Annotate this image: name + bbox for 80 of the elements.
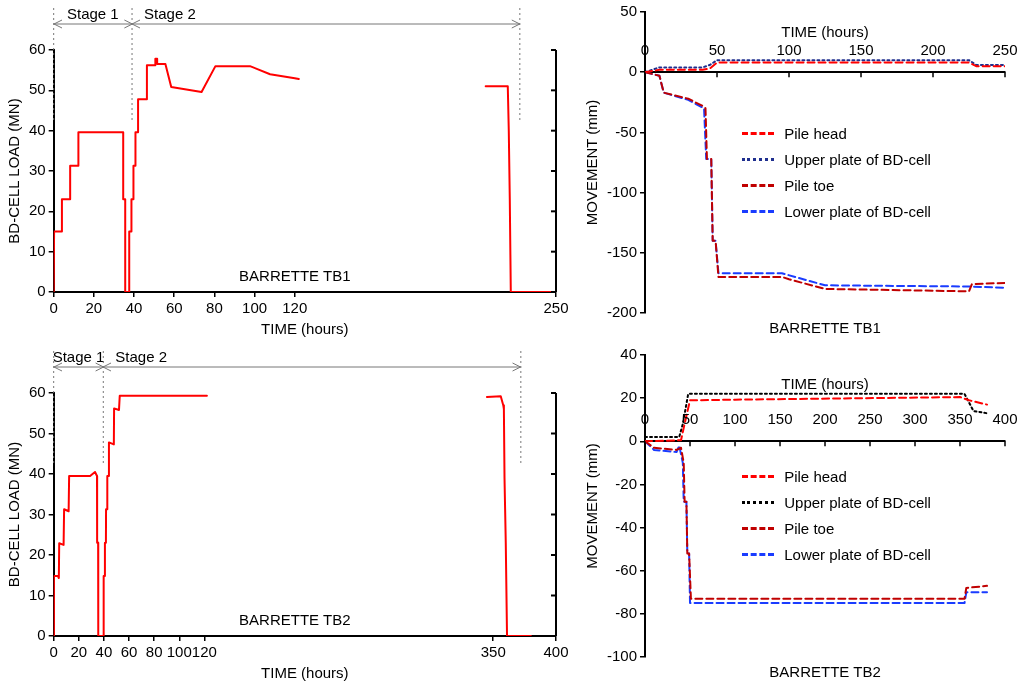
ref-line-label: Stage 2 xyxy=(115,347,168,365)
y-tick-label: 0 xyxy=(37,282,46,300)
x-axis-title: TIME (hours) xyxy=(781,23,869,41)
y-axis-title: BD-CELL LOAD (MN) xyxy=(5,441,23,588)
x-tick-label: 20 xyxy=(85,299,103,317)
y-axis-title: MOVEMENT (mm) xyxy=(583,99,601,226)
legend-label: Pile head xyxy=(784,124,847,142)
y-tick-label: -20 xyxy=(615,474,638,492)
ref-line-label: Stage 2 xyxy=(144,4,196,22)
x-tick-label: 100 xyxy=(722,409,748,427)
text: BARRETTE TB1 xyxy=(769,318,881,336)
x-tick-label: 100 xyxy=(776,40,802,58)
y-tick-label: 0 xyxy=(37,626,46,644)
y-tick-label: -40 xyxy=(615,517,638,535)
annotation: BARRETTE TB2 xyxy=(239,610,351,628)
x-axis-title: TIME (hours) xyxy=(261,664,349,682)
x-tick-label: 120 xyxy=(282,299,308,317)
y-tick-label: 0 xyxy=(628,62,638,80)
y-tick-label: 40 xyxy=(620,345,638,363)
y-tick-label: -60 xyxy=(615,560,638,578)
y-tick-label: 20 xyxy=(29,201,46,219)
x-tick-label: 100 xyxy=(166,643,192,661)
y-tick-label: 30 xyxy=(29,161,46,179)
x-tick-label: 400 xyxy=(543,643,569,661)
x-tick-label: 300 xyxy=(902,409,928,427)
y-tick-label: 40 xyxy=(29,464,46,482)
y-tick-label: 50 xyxy=(620,2,638,20)
x-tick-label: 350 xyxy=(480,643,506,661)
x-tick-label: 60 xyxy=(120,643,138,661)
x-tick-label: 80 xyxy=(145,643,163,661)
y-tick-label: 20 xyxy=(620,388,638,406)
x-tick-label: 80 xyxy=(206,299,223,317)
legend-label: Lower plate of BD-cell xyxy=(784,202,931,220)
x-tick-label: 40 xyxy=(125,299,143,317)
y-tick-label: -100 xyxy=(606,182,638,200)
legend-label: Upper plate of BD-cell xyxy=(784,150,931,168)
x-tick-label: 250 xyxy=(543,299,569,317)
legend-label: Pile head xyxy=(784,468,847,486)
y-tick-label: 50 xyxy=(29,80,46,98)
y-tick-label: 10 xyxy=(29,241,46,259)
x-tick-label: 50 xyxy=(708,40,726,58)
y-tick-label: -200 xyxy=(606,303,638,321)
y-axis-title: BD-CELL LOAD (MN) xyxy=(5,98,23,244)
x-tick-label: 200 xyxy=(812,409,838,427)
x-tick-label: 150 xyxy=(848,40,874,58)
x-tick-label: 200 xyxy=(920,40,946,58)
x-tick-label: 60 xyxy=(165,299,183,317)
ref-line-label: Stage 1 xyxy=(52,347,105,365)
x-tick-label: 0 xyxy=(49,299,58,317)
y-tick-label: -50 xyxy=(615,122,638,140)
y-tick-label: 10 xyxy=(29,585,46,603)
y-axis-title: MOVEMENT (mm) xyxy=(583,443,601,569)
y-tick-label: 20 xyxy=(29,545,46,563)
x-axis-title: TIME (hours) xyxy=(781,375,869,393)
text: BARRETTE TB2 xyxy=(769,662,881,680)
legend-label: Pile toe xyxy=(784,176,835,194)
x-tick-label: 100 xyxy=(242,299,268,317)
annotation: BARRETTE TB1 xyxy=(239,266,351,284)
y-tick-label: 50 xyxy=(29,423,46,441)
x-tick-label: 20 xyxy=(70,643,88,661)
x-tick-label: 150 xyxy=(767,409,793,427)
y-tick-label: -100 xyxy=(606,647,638,665)
legend-label: Pile toe xyxy=(784,520,835,538)
x-tick-label: 120 xyxy=(191,643,217,661)
ref-line-label: Stage 1 xyxy=(67,4,119,22)
y-tick-label: 0 xyxy=(628,431,638,449)
y-tick-label: 40 xyxy=(29,120,46,138)
x-tick-label: 400 xyxy=(992,409,1018,427)
x-axis-title: TIME (hours) xyxy=(261,320,349,338)
x-tick-label: 40 xyxy=(95,643,113,661)
y-tick-label: 30 xyxy=(29,504,46,522)
x-tick-label: 250 xyxy=(857,409,883,427)
y-tick-label: -80 xyxy=(615,604,638,621)
x-tick-label: 0 xyxy=(49,643,58,661)
x-tick-label: 250 xyxy=(992,40,1018,58)
x-tick-label: 350 xyxy=(947,409,973,427)
legend-label: Upper plate of BD-cell xyxy=(784,494,931,512)
legend-label: Lower plate of BD-cell xyxy=(784,546,931,564)
y-tick-label: -150 xyxy=(606,242,638,260)
y-tick-label: 60 xyxy=(29,383,46,401)
